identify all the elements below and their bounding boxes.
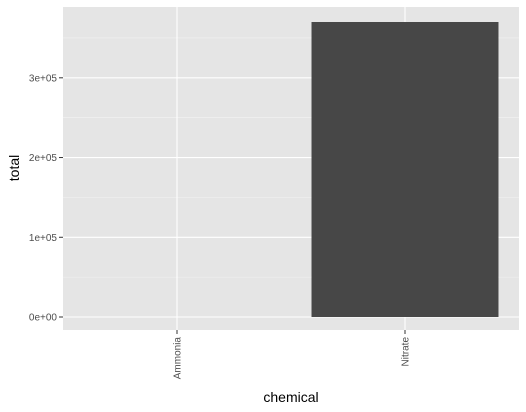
x-axis: Ammonia Nitrate bbox=[173, 330, 412, 379]
x-axis-title: chemical bbox=[263, 389, 318, 405]
y-tick-label: 1e+05 bbox=[29, 233, 58, 244]
bar-nitrate bbox=[311, 22, 499, 317]
x-tick-label-nitrate: Nitrate bbox=[401, 337, 412, 367]
y-tick-label: 2e+05 bbox=[29, 153, 58, 164]
y-axis: 0e+00 1e+05 2e+05 3e+05 bbox=[29, 73, 63, 324]
y-axis-title: total bbox=[6, 155, 22, 181]
x-tick-label-ammonia: Ammonia bbox=[173, 337, 184, 380]
y-tick-label: 3e+05 bbox=[29, 73, 58, 84]
bars bbox=[311, 22, 499, 317]
y-tick-label: 0e+00 bbox=[29, 313, 58, 324]
